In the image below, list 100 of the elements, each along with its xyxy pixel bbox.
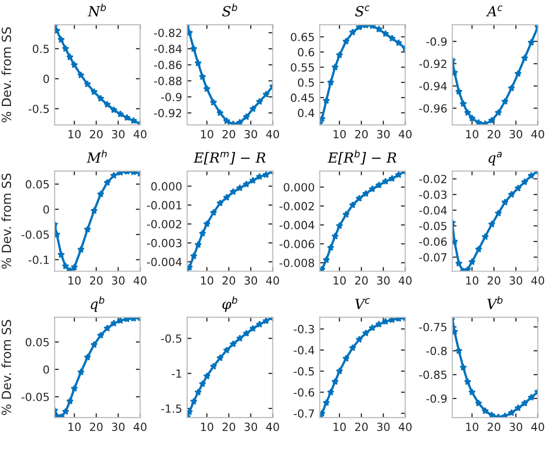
y-tick-label: -0.001 bbox=[147, 201, 182, 210]
y-tick-label: -0.006 bbox=[280, 240, 314, 248]
y-tick-label: 0.55 bbox=[290, 63, 314, 72]
x-tick-label: 30 bbox=[244, 276, 258, 285]
x-tick-label: 40 bbox=[134, 130, 146, 138]
y-tick-label: -0.002 bbox=[280, 202, 314, 210]
x-tick-label: 40 bbox=[266, 276, 280, 285]
y-tick-label: -0.96 bbox=[419, 104, 447, 113]
x-tick-label: 20 bbox=[90, 130, 103, 138]
y-tick-label: -0.88 bbox=[154, 76, 182, 86]
y-tick-label: -0.5 bbox=[28, 104, 49, 114]
y-tick-label: -0.6 bbox=[294, 388, 314, 397]
chart-title: M$^{h}$ bbox=[86, 150, 107, 163]
y-tick-label: -0.5 bbox=[161, 334, 182, 343]
y-tick-label: 0 bbox=[43, 365, 49, 374]
x-tick-label: 40 bbox=[531, 130, 544, 138]
y-tick-label: -0.004 bbox=[147, 258, 182, 266]
x-tick-label: 40 bbox=[398, 276, 412, 285]
y-tick-label: -0.75 bbox=[419, 322, 446, 332]
chart-title: q$^{a}$ bbox=[488, 152, 502, 166]
y-tick-label: -0.7 bbox=[294, 409, 314, 418]
y-tick-label: 0 bbox=[43, 205, 49, 214]
y-axis-title: % Dev. from SS bbox=[1, 27, 12, 122]
x-tick-label: 40 bbox=[398, 422, 412, 432]
y-tick-label: -0.004 bbox=[280, 220, 314, 230]
x-tick-label: 30 bbox=[377, 422, 390, 432]
y-tick-label: 0.000 bbox=[151, 182, 182, 191]
y-tick-label: 0 bbox=[43, 74, 49, 84]
y-tick-label: -0.86 bbox=[154, 60, 182, 70]
x-tick-label: 10 bbox=[334, 276, 346, 285]
y-tick-label: -0.9 bbox=[426, 37, 447, 46]
x-tick-label: 40 bbox=[531, 276, 544, 285]
x-tick-label: 20 bbox=[488, 130, 500, 138]
y-tick-label: 0.05 bbox=[26, 180, 49, 188]
x-tick-label: 10 bbox=[201, 422, 214, 432]
x-tick-label: 20 bbox=[488, 276, 500, 285]
x-tick-label: 10 bbox=[68, 276, 81, 285]
y-tick-label: -1 bbox=[172, 370, 182, 378]
x-tick-label: 10 bbox=[466, 422, 478, 432]
y-tick-label: -0.07 bbox=[419, 253, 446, 262]
y-tick-label: -0.82 bbox=[154, 28, 182, 38]
y-tick-label: -1.5 bbox=[161, 404, 182, 413]
y-tick-label: -0.85 bbox=[419, 370, 446, 379]
y-tick-label: -0.04 bbox=[419, 206, 447, 215]
y-tick-label: 0.6 bbox=[298, 48, 314, 56]
y-tick-label: 0.5 bbox=[32, 44, 49, 54]
y-tick-label: -0.05 bbox=[22, 230, 49, 239]
chart-title: E[R$^{m}$] − R bbox=[194, 152, 266, 164]
x-tick-label: 10 bbox=[68, 130, 81, 138]
chart-title: N$^{b}$ bbox=[88, 4, 106, 16]
y-tick-label: -0.4 bbox=[294, 346, 314, 354]
y-tick-label: -0.002 bbox=[147, 220, 182, 228]
x-tick-label: 20 bbox=[355, 276, 368, 285]
y-tick-label: -0.9 bbox=[161, 92, 182, 102]
x-tick-label: 20 bbox=[90, 422, 103, 432]
y-tick-label: 0.000 bbox=[284, 183, 314, 192]
y-tick-label: -0.02 bbox=[419, 174, 446, 184]
x-tick-label: 20 bbox=[355, 130, 368, 138]
y-axis-title: % Dev. from SS bbox=[1, 174, 12, 269]
x-tick-label: 20 bbox=[222, 130, 236, 138]
x-tick-label: 30 bbox=[112, 130, 125, 138]
y-tick-label: 0.5 bbox=[298, 78, 314, 87]
x-tick-label: 20 bbox=[488, 422, 500, 432]
chart-title: S$^{b}$ bbox=[222, 4, 238, 16]
x-tick-label: 30 bbox=[510, 422, 522, 432]
x-tick-label: 30 bbox=[244, 422, 258, 432]
y-tick-label: -0.05 bbox=[419, 222, 446, 230]
x-tick-label: 10 bbox=[68, 422, 81, 432]
y-axis-title: % Dev. from SS bbox=[1, 320, 12, 415]
x-tick-label: 10 bbox=[334, 422, 346, 432]
y-tick-label: -0.9 bbox=[426, 394, 447, 403]
y-tick-label: -0.3 bbox=[294, 324, 314, 334]
x-tick-label: 40 bbox=[398, 130, 412, 138]
x-tick-label: 30 bbox=[510, 276, 522, 285]
x-tick-label: 40 bbox=[266, 422, 280, 432]
y-tick-label: 0.65 bbox=[290, 32, 314, 42]
y-tick-label: -0.06 bbox=[419, 237, 447, 246]
y-tick-label: -0.92 bbox=[154, 108, 182, 118]
y-tick-label: -0.8 bbox=[426, 346, 447, 356]
y-tick-label: -0.84 bbox=[154, 44, 182, 54]
x-tick-label: 20 bbox=[222, 422, 236, 432]
chart-title: V$^{c}$ bbox=[355, 298, 370, 309]
x-tick-label: 30 bbox=[244, 130, 258, 138]
x-tick-label: 10 bbox=[201, 130, 214, 138]
chart-title: φ$^{b}$ bbox=[222, 296, 238, 312]
x-tick-label: 40 bbox=[134, 422, 146, 432]
y-tick-label: -0.94 bbox=[419, 82, 447, 90]
y-tick-label: 0.05 bbox=[26, 338, 49, 346]
x-tick-label: 20 bbox=[222, 276, 236, 285]
y-tick-label: -0.03 bbox=[419, 190, 447, 199]
x-tick-label: 40 bbox=[531, 422, 544, 432]
x-tick-label: 40 bbox=[266, 130, 280, 138]
x-tick-label: 20 bbox=[90, 276, 103, 285]
y-tick-label: -0.5 bbox=[294, 367, 314, 376]
x-tick-label: 10 bbox=[334, 130, 346, 138]
chart-title: E[R$^{b}$] − R bbox=[328, 150, 396, 164]
y-tick-label: -0.1 bbox=[28, 256, 49, 264]
y-tick-label: -0.92 bbox=[419, 60, 446, 68]
chart-title: V$^{b}$ bbox=[487, 296, 503, 309]
chart-title: q$^{b}$ bbox=[90, 296, 104, 312]
